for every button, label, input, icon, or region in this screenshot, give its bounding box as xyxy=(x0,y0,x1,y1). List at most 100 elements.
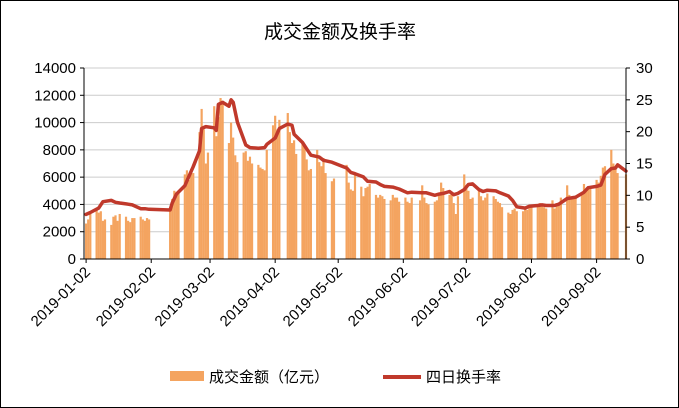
bar xyxy=(526,209,529,259)
bar xyxy=(200,108,203,259)
bar xyxy=(139,216,142,259)
bar xyxy=(112,216,115,259)
bar xyxy=(192,173,195,259)
bar xyxy=(307,170,310,259)
line-series xyxy=(84,98,628,217)
bar xyxy=(536,205,539,259)
x-tick-label: 2019-08-02 xyxy=(473,264,539,330)
bar xyxy=(110,224,113,259)
bar xyxy=(484,197,487,259)
y-right-tick-label: 5 xyxy=(636,219,644,236)
bar xyxy=(229,122,233,259)
bar xyxy=(528,207,531,259)
bar xyxy=(496,201,499,259)
bar xyxy=(131,218,134,259)
bar xyxy=(530,205,533,259)
y-left-tick-label: 6000 xyxy=(43,169,76,186)
bar xyxy=(276,129,279,259)
bar xyxy=(381,196,384,259)
bar xyxy=(423,197,426,259)
bar xyxy=(379,194,382,259)
y-right-ticks: 0 5 10 15 20 25 30 xyxy=(626,60,653,268)
bar xyxy=(389,200,392,259)
bar xyxy=(213,106,216,259)
y-right-tick-label: 25 xyxy=(636,92,653,109)
bar xyxy=(198,132,201,259)
bar xyxy=(309,168,312,259)
bar xyxy=(322,158,325,259)
y-right-tick-label: 20 xyxy=(636,124,653,141)
y-left-tick-label: 0 xyxy=(68,251,76,268)
bar xyxy=(232,137,235,259)
bar xyxy=(116,220,119,259)
bar xyxy=(206,152,210,259)
bar xyxy=(87,219,90,259)
bar xyxy=(587,188,590,259)
x-tick-label: 2019-06-02 xyxy=(345,264,411,330)
bar xyxy=(145,218,149,259)
bar xyxy=(219,98,222,259)
bar xyxy=(175,196,178,259)
bar xyxy=(442,188,445,259)
bar xyxy=(521,211,525,259)
bar xyxy=(398,201,401,259)
bar xyxy=(553,208,556,259)
bar xyxy=(265,149,268,259)
bar xyxy=(463,174,466,259)
y-right-tick-label: 0 xyxy=(636,251,644,268)
bar xyxy=(612,163,615,259)
bar xyxy=(471,197,474,259)
bar xyxy=(406,201,409,259)
y-left-tick-label: 2000 xyxy=(43,224,76,241)
chart-title: 成交金额及换手率 xyxy=(264,21,416,43)
bar xyxy=(410,197,413,259)
bar xyxy=(244,151,247,259)
bar xyxy=(391,194,394,259)
bar xyxy=(177,193,180,259)
bar xyxy=(599,175,602,259)
y-right-tick-label: 15 xyxy=(636,156,653,173)
bar xyxy=(169,211,172,259)
bar xyxy=(452,203,455,259)
bar xyxy=(236,162,239,259)
bar xyxy=(366,186,369,259)
bar xyxy=(524,208,527,259)
x-tick-label: 2019-01-02 xyxy=(28,264,94,330)
bar xyxy=(364,188,367,259)
bar xyxy=(616,173,619,259)
bar xyxy=(185,170,189,259)
bar xyxy=(318,162,321,259)
y-right-tick-label: 30 xyxy=(636,60,653,77)
bar xyxy=(477,189,481,259)
bar xyxy=(187,179,191,259)
bar xyxy=(377,197,380,259)
bar xyxy=(454,213,457,259)
bar xyxy=(610,149,613,259)
bar xyxy=(360,186,363,259)
bar xyxy=(498,203,502,259)
bar xyxy=(246,160,249,259)
bar xyxy=(127,220,130,259)
bar xyxy=(408,203,411,259)
bar xyxy=(320,166,323,259)
bar xyxy=(456,196,460,259)
legend: 成交金额（亿元） 四日换手率 xyxy=(170,368,501,386)
bar xyxy=(202,129,205,259)
bar xyxy=(101,220,105,259)
bar xyxy=(566,185,569,259)
legend-bar-label: 成交金额（亿元） xyxy=(209,368,329,386)
bar xyxy=(511,209,514,259)
bar xyxy=(173,190,176,259)
bar xyxy=(494,198,497,259)
bar xyxy=(595,179,598,259)
bar xyxy=(204,163,207,259)
bar xyxy=(486,193,489,259)
bar xyxy=(141,219,144,259)
bar xyxy=(374,194,378,259)
bar xyxy=(393,197,397,259)
bar xyxy=(538,203,541,259)
y-left-tick-label: 12000 xyxy=(34,87,76,104)
bar xyxy=(234,155,237,259)
bar xyxy=(509,213,512,259)
